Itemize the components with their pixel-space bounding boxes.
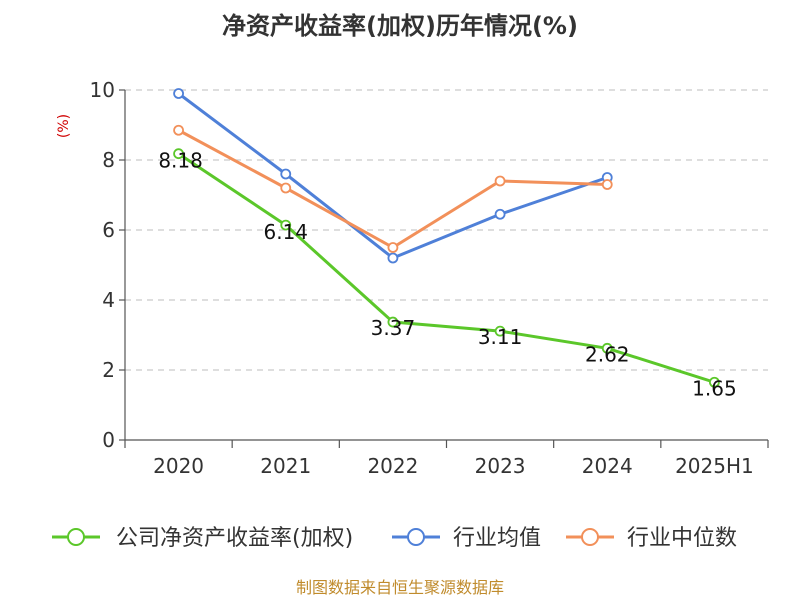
axes — [119, 89, 769, 448]
chart-title: 净资产收益率(加权)历年情况(%) — [222, 12, 578, 40]
legend-label-2: 行业中位数 — [627, 526, 737, 551]
y-tick-label-6: 6 — [102, 218, 115, 242]
legend-item-1: 行业均值 — [392, 526, 541, 551]
y-tick-label-2: 2 — [102, 358, 115, 382]
x-tick-label-2025H1: 2025H1 — [675, 454, 754, 478]
data-point-1-2021 — [280, 168, 292, 180]
footer-source: 制图数据来自恒生聚源数据库 — [296, 578, 504, 597]
legend: 公司净资产收益率(加权) 行业均值 行业中位数 — [52, 526, 737, 551]
data-point-1-2022 — [387, 252, 399, 264]
data-point-0-2020 — [173, 148, 184, 160]
y-tick-label-10: 10 — [90, 78, 115, 102]
data-point-0-2021 — [280, 219, 292, 231]
data-label-2021: 6.14 — [263, 220, 308, 244]
legend-label-0: 公司净资产收益率(加权) — [116, 526, 353, 551]
series-2 — [173, 124, 613, 253]
series-0: 8.18 6.14 3.37 3.11 2.62 1.65 — [158, 148, 737, 400]
data-point-0-2025H1 — [709, 376, 720, 388]
data-point-2-2020 — [173, 124, 184, 136]
data-point-0-2022 — [387, 316, 399, 328]
y-tick-label-0: 0 — [102, 428, 115, 452]
data-point-2-2023 — [494, 175, 506, 187]
data-label-2020: 8.18 — [158, 149, 203, 173]
data-label-2022: 3.37 — [371, 316, 416, 340]
grid-lines — [125, 89, 768, 371]
data-point-0-2024 — [601, 342, 613, 354]
y-axis-unit-label: (%) — [56, 114, 72, 138]
legend-marker-2 — [581, 528, 599, 546]
data-label-2023: 3.11 — [478, 325, 523, 349]
data-point-0-2023 — [494, 325, 506, 337]
series-layer: 8.18 6.14 3.37 3.11 2.62 1.65 — [158, 88, 737, 400]
data-point-1-2023 — [494, 208, 506, 220]
series-1 — [173, 88, 613, 264]
y-tick-label-8: 8 — [102, 148, 115, 172]
data-point-1-2020 — [173, 88, 184, 99]
legend-item-2: 行业中位数 — [566, 526, 737, 551]
x-tick-label-2022: 2022 — [367, 454, 418, 478]
legend-label-1: 行业均值 — [453, 526, 541, 551]
data-point-2-2024 — [601, 179, 613, 190]
x-tick-label-2023: 2023 — [475, 454, 526, 478]
data-label-2025H1: 1.65 — [692, 376, 737, 400]
legend-marker-0 — [67, 528, 85, 546]
x-tick-label-2020: 2020 — [153, 454, 204, 478]
x-tick-label-2024: 2024 — [582, 454, 633, 478]
data-point-2-2022 — [387, 242, 399, 253]
series-line-0 — [177, 152, 716, 384]
data-label-2024: 2.62 — [585, 342, 630, 366]
legend-marker-1 — [407, 528, 425, 546]
tick-labels: 0 2 4 6 8 10 2020 2021 2022 2023 2024 2025H1 — [90, 78, 754, 478]
legend-item-0: 公司净资产收益率(加权) — [52, 526, 353, 551]
x-tick-label-2021: 2021 — [260, 454, 311, 478]
y-tick-label-4: 4 — [102, 288, 115, 312]
data-point-2-2021 — [280, 182, 292, 194]
series-line-1 — [177, 92, 609, 260]
